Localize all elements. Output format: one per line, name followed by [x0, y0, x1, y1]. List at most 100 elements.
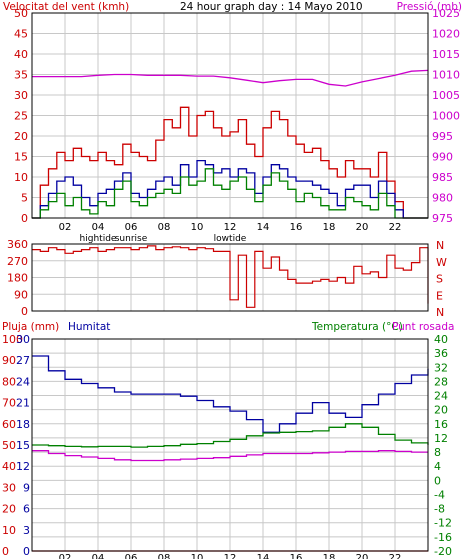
pressure-tick-label: 995 — [432, 130, 453, 143]
temperature-tick-label: 0 — [434, 474, 441, 487]
temperature-tick-label: 32 — [434, 361, 448, 374]
x-tick-label: 06 — [125, 553, 138, 559]
rain-tick-label: 90 — [2, 354, 16, 367]
rain-tick-label: 30 — [2, 481, 16, 494]
temperature-tick-label: -16 — [434, 531, 452, 544]
series-layer — [32, 69, 429, 552]
temperature-tick-label: -12 — [434, 517, 452, 530]
wind-pressure-plot-frame — [31, 12, 429, 219]
humidity-tick-label: 6 — [23, 503, 30, 516]
x-tick-label: 02 — [59, 222, 72, 233]
x-annotation-sunrise: sunrise — [115, 234, 148, 244]
wind-speed-axis-label: Velocitat del vent (kmh) — [3, 1, 129, 13]
direction-tick-label: 180 — [7, 272, 28, 285]
rain-tick-label: 20 — [2, 503, 16, 516]
humidity-tick-label: 3 — [23, 524, 30, 537]
x-tick-label: 22 — [389, 553, 402, 559]
humidity-tick-label: 30 — [16, 333, 30, 346]
series-punt-rosada — [32, 450, 428, 462]
temperature-tick-label: 28 — [434, 375, 448, 388]
direction-tick-label: 90 — [14, 288, 28, 301]
x-tick-label: 16 — [290, 222, 303, 233]
temperature-tick-label: -8 — [434, 503, 445, 516]
temperature-tick-label: 36 — [434, 347, 448, 360]
compass-label: N — [436, 239, 444, 252]
series-wind-direction — [32, 245, 429, 308]
pressure-tick-label: 1005 — [432, 89, 460, 102]
pressure-tick-label: 975 — [432, 212, 453, 225]
temperature-tick-label: 12 — [434, 432, 448, 445]
wind-tick-label: 15 — [14, 151, 28, 164]
compass-label: N — [436, 306, 444, 319]
direction-tick-label: 0 — [21, 305, 28, 318]
humidity-tick-label: 24 — [16, 375, 30, 388]
wind-tick-label: 25 — [14, 110, 28, 123]
temperature-tick-label: 4 — [434, 460, 441, 473]
dewpoint-axis-label: Punt rosada — [392, 321, 454, 333]
temperature-tick-label: 24 — [434, 390, 448, 403]
x-tick-label: 16 — [290, 553, 303, 559]
wind-tick-label: 40 — [14, 48, 28, 61]
temperature-tick-label: -20 — [434, 545, 452, 558]
humidity-tick-label: 15 — [16, 439, 30, 452]
direction-plot-frame — [31, 243, 429, 312]
wind-tick-label: 50 — [14, 7, 28, 20]
series-humitat — [32, 355, 429, 433]
x-tick-label: 12 — [224, 553, 237, 559]
temperature-tick-label: 16 — [434, 418, 448, 431]
x-tick-label: 08 — [158, 553, 171, 559]
direction-tick-label: 270 — [7, 255, 28, 268]
wind-tick-label: 20 — [14, 130, 28, 143]
wind-tick-label: 30 — [14, 89, 28, 102]
humidity-tick-label: 21 — [16, 397, 30, 410]
series-pressure — [32, 69, 429, 87]
compass-label: S — [436, 273, 443, 286]
x-tick-label: 18 — [323, 222, 336, 233]
pressure-tick-label: 1010 — [432, 69, 460, 82]
humidity-tick-label: 0 — [23, 545, 30, 558]
x-tick-label: 10 — [191, 222, 204, 233]
chart-title: 24 hour graph day : 14 Mayo 2010 — [180, 1, 363, 13]
x-tick-label: 20 — [356, 553, 369, 559]
rain-tick-label: 70 — [2, 397, 16, 410]
pressure-tick-label: 1025 — [432, 7, 460, 20]
x-tick-label: 04 — [92, 222, 105, 233]
temperature-axis-label: Temperatura (°C) — [311, 321, 403, 333]
x-tick-label: 08 — [158, 222, 171, 233]
temperature-tick-label: -4 — [434, 488, 445, 501]
rain-tick-label: 40 — [2, 460, 16, 473]
series-temperatura — [32, 423, 429, 448]
rain-tick-label: 100 — [2, 333, 23, 346]
x-tick-label: 02 — [59, 553, 72, 559]
pressure-tick-label: 980 — [432, 192, 453, 205]
wind-tick-label: 35 — [14, 69, 28, 82]
frame-layer — [31, 12, 429, 552]
humidity-tick-label: 9 — [23, 481, 30, 494]
pressure-tick-label: 1015 — [432, 48, 460, 61]
x-tick-label: 22 — [389, 222, 402, 233]
rain-tick-label: 50 — [2, 439, 16, 452]
x-annotation-hightide: hightide — [80, 234, 117, 244]
wind-tick-label: 0 — [21, 212, 28, 225]
x-tick-label: 10 — [191, 553, 204, 559]
pressure-axis-label: Pressió (mb) — [397, 1, 462, 13]
x-tick-label: 04 — [92, 553, 105, 559]
pressure-tick-label: 1020 — [432, 28, 460, 41]
wind-tick-label: 10 — [14, 171, 28, 184]
rain-tick-label: 10 — [2, 524, 16, 537]
rain-axis-label: Pluja (mm) — [2, 321, 59, 333]
pressure-tick-label: 985 — [432, 171, 453, 184]
direction-tick-label: 360 — [7, 238, 28, 251]
x-tick-label: 06 — [125, 222, 138, 233]
x-tick-label: 14 — [257, 222, 270, 233]
temperature-tick-label: 8 — [434, 446, 441, 459]
pressure-tick-label: 1000 — [432, 110, 460, 123]
series-gust — [32, 106, 428, 219]
temperature-tick-label: 20 — [434, 404, 448, 417]
wind-tick-label: 5 — [21, 192, 28, 205]
humidity-tick-label: 12 — [16, 460, 30, 473]
x-annotation-lowtide: lowtide — [214, 234, 247, 244]
wind-tick-label: 45 — [14, 28, 28, 41]
